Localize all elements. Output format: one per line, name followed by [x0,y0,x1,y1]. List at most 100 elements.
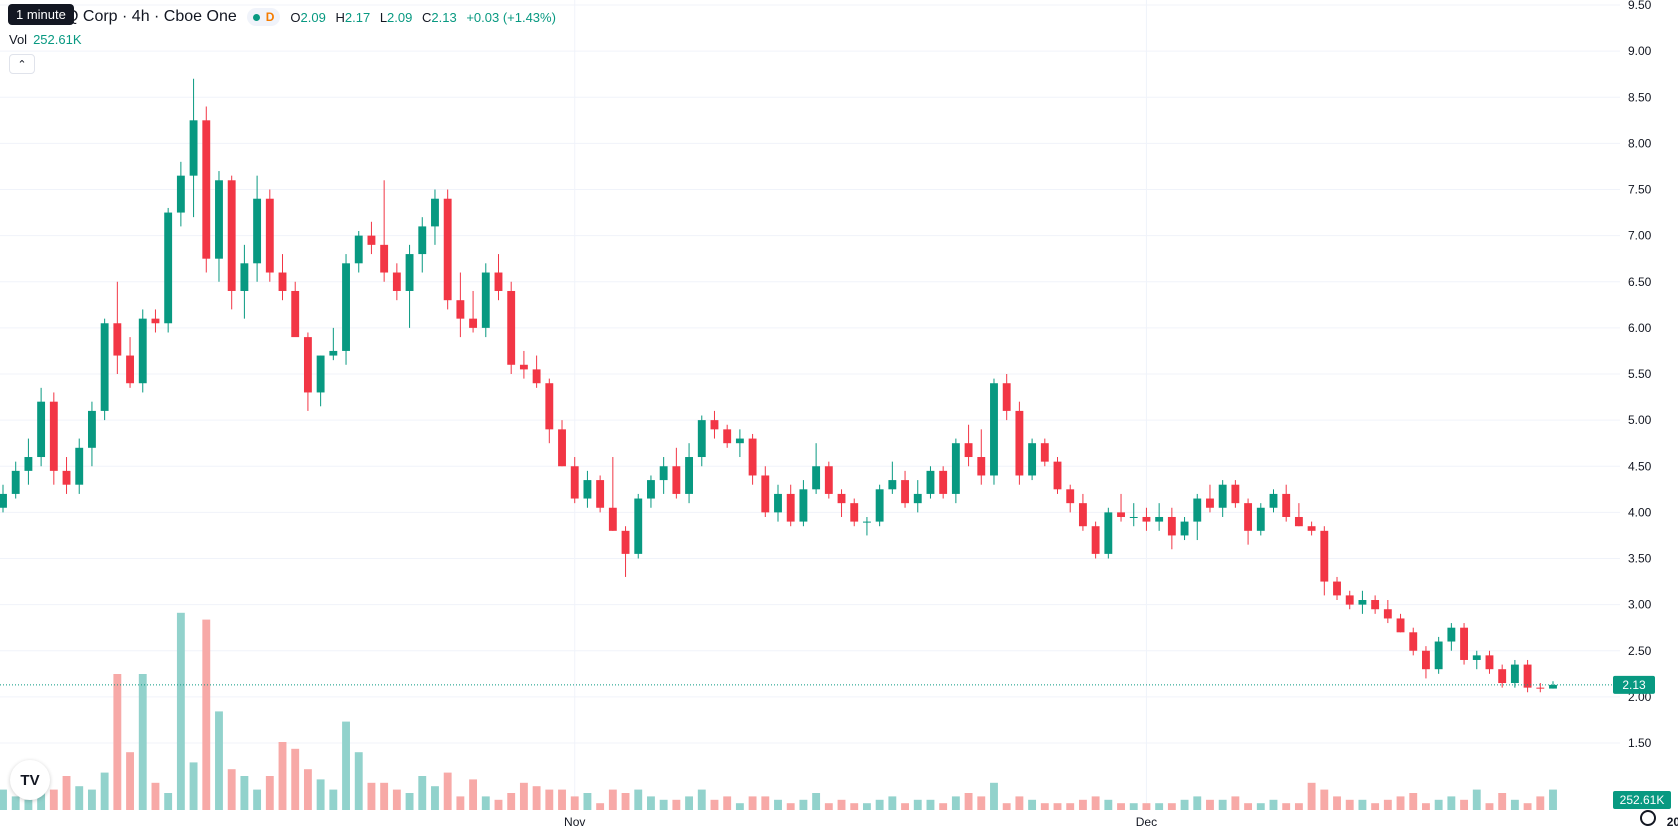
volume-bar [342,721,350,810]
volume-bar [418,776,427,810]
candle-body [1053,461,1062,490]
volume-bar [431,786,439,810]
candle-body [1180,521,1189,536]
candle-body [862,521,871,523]
tradingview-logo[interactable]: TV [10,760,50,800]
candle-body [189,120,198,176]
settings-gear-icon[interactable] [1640,810,1656,826]
volume-bar [1510,799,1519,810]
volume-bar [1256,803,1265,810]
candle-body [1333,581,1341,596]
volume-value: 252.61K [33,32,82,47]
y-tick-label: 7.50 [1628,183,1652,197]
volume-bars [0,612,1557,810]
candle-body [202,120,211,259]
volume-bar [202,619,211,810]
volume-bar [1053,803,1062,810]
candle-body [11,470,20,494]
volume-bar [875,799,884,810]
candle-body [24,457,33,471]
candle-body [240,263,249,291]
volume-bar [481,796,490,810]
candle-body [748,438,757,476]
candle-body [1294,516,1303,527]
candle-body [1193,498,1202,522]
volume-bar [862,803,871,810]
candle-body [1460,627,1469,660]
volume-bar [151,782,160,810]
candle-body [1129,516,1138,518]
volume-bar [519,782,528,810]
volume-bar [100,772,109,810]
candle-body [837,493,846,504]
candle-body [812,466,821,490]
candle-body [1549,684,1557,689]
volume-bar [265,776,274,810]
collapse-legend-button[interactable]: ⌃ [9,54,35,74]
volume-bar [62,776,71,810]
volume-bar [316,779,325,810]
candle-body [62,470,71,485]
candle-body [392,272,401,291]
volume-bar [1193,796,1202,810]
volume-bar [608,789,617,810]
candle-body [278,272,287,291]
volume-bar [1040,803,1049,810]
candle-body [1358,600,1367,605]
candle-body [126,355,134,384]
candle-body [1040,443,1049,462]
candle-body [1422,650,1430,670]
candle-body [1015,410,1024,476]
market-status[interactable]: D [246,8,281,26]
volume-bar [456,796,465,810]
candle-body [342,263,350,351]
volume-bar [215,711,223,810]
volume-bar [824,803,833,810]
candle-body [1218,484,1227,508]
symbol-title[interactable]: Q Corp · 4h · Cboe One [66,8,237,25]
volume-bar [735,803,744,810]
volume-bar [697,789,706,810]
y-tick-label: 9.00 [1628,44,1652,58]
volume-bar [1358,799,1367,810]
volume-bar [1104,799,1113,810]
y-tick-label: 6.50 [1628,275,1652,289]
volume-bar [558,789,566,810]
candle-body [431,198,439,227]
candle-body [37,401,46,458]
volume-bar [253,789,262,810]
last-price-label: 2.13 [1622,678,1646,692]
volume-bar [1294,803,1303,810]
candle-body [329,350,338,356]
volume-bar [405,793,414,810]
candle-body [710,420,719,430]
candle-body [49,401,58,471]
candle-body [138,318,147,384]
volume-bar [621,793,630,810]
candle-body [1066,489,1075,504]
candle-body [1345,595,1354,605]
candle-body [1307,526,1316,531]
volume-bar [1180,799,1189,810]
candle-body [583,480,592,499]
candle-body [901,480,909,504]
volume-bar [138,674,147,810]
candle-body [1523,664,1532,688]
volume-bar [634,789,643,810]
volume-bar [392,789,401,810]
change-value: +0.03 (+1.43%) [466,9,556,25]
candle-body [519,364,528,370]
y-tick-label: 5.00 [1628,413,1652,427]
candle-body [443,198,452,301]
volume-bar [1333,796,1341,810]
volume-bar [1409,793,1418,810]
volume-bar [723,796,732,810]
volume-bar [164,793,173,810]
volume-bar [329,789,338,810]
candle-body [418,226,427,255]
last-volume-badge [1613,791,1671,809]
candle-body [1485,655,1494,670]
volume-bar [1460,799,1469,810]
candle-body [1256,507,1265,531]
